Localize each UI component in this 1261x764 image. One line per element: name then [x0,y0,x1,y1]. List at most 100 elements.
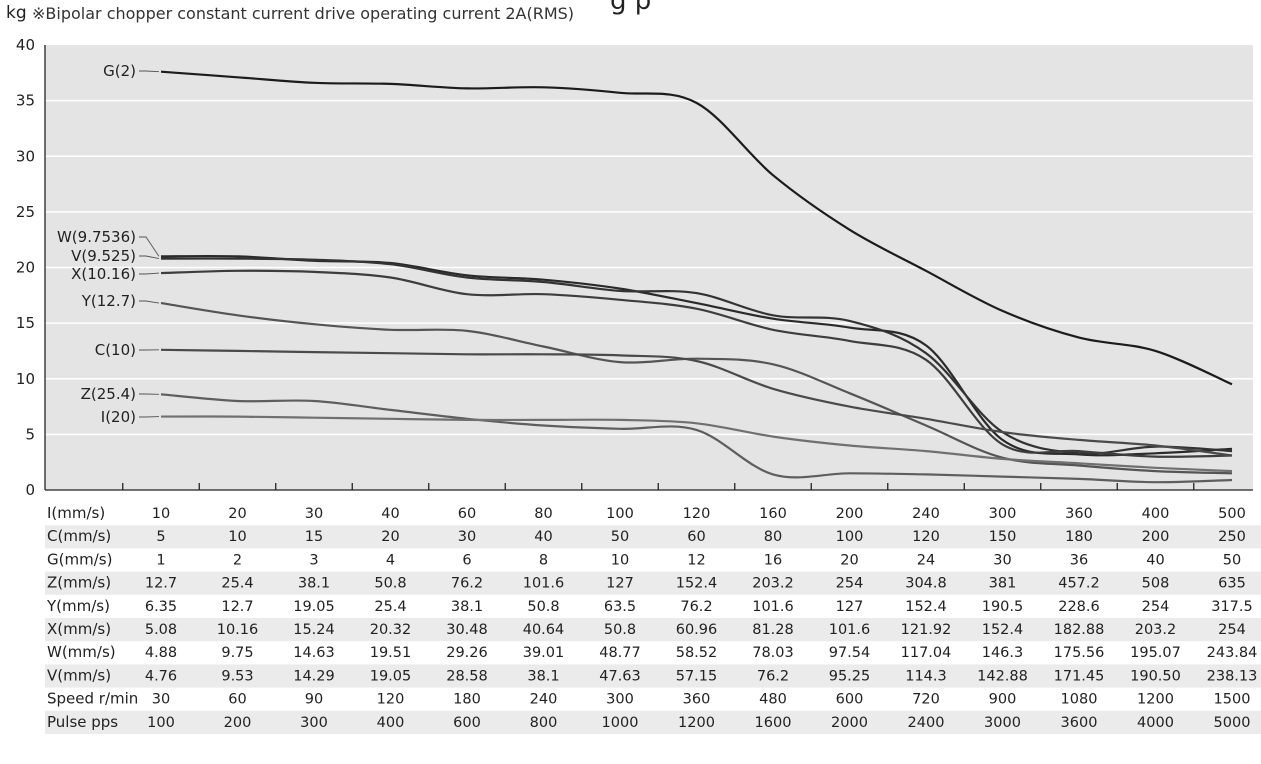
table-cell-y-mm-s-3: 25.4 [374,599,406,615]
chart-subtitle: ※Bipolar chopper constant current drive … [32,4,575,23]
table-cell-c-mm-s-14: 250 [1218,529,1246,545]
table-cell-y-mm-s-8: 101.6 [752,599,794,615]
table-cell-c-mm-s-11: 150 [989,529,1017,545]
table-cell-speed-r-min-9: 600 [836,692,864,708]
leader-line-w-9-7536 [139,236,160,257]
table-cell-pulse-pps-0: 100 [147,715,175,731]
table-cell-y-mm-s-11: 190.5 [982,599,1024,615]
table-cell-pulse-pps-6: 1000 [602,715,639,731]
series-label-z-25-4: Z(25.4) [81,385,136,403]
leader-line-y-12-7 [139,300,160,304]
table-cell-g-mm-s-13: 40 [1146,552,1164,568]
table-cell-i-mm-s-14: 500 [1218,506,1246,522]
table-cell-y-mm-s-13: 254 [1142,599,1170,615]
table-row-label-i-mm-s: I(mm/s) [47,504,105,522]
table-row-label-pulse-pps: Pulse pps [47,713,118,731]
table-cell-z-mm-s-8: 203.2 [752,576,794,592]
table-cell-g-mm-s-11: 30 [993,552,1011,568]
table-cell-g-mm-s-6: 10 [611,552,629,568]
table-cell-g-mm-s-14: 50 [1223,552,1241,568]
table-cell-i-mm-s-6: 100 [606,506,634,522]
table-cell-y-mm-s-9: 127 [836,599,864,615]
table-cell-x-mm-s-8: 81.28 [752,622,794,638]
table-row-shade-x-mm-s [45,618,1261,642]
table-cell-i-mm-s-5: 80 [534,506,552,522]
table-cell-x-mm-s-2: 15.24 [293,622,335,638]
series-line-v-9-525 [160,257,1233,455]
table-cell-v-mm-s-10: 114.3 [905,668,947,684]
table-cell-y-mm-s-2: 19.05 [293,599,335,615]
table-cell-g-mm-s-7: 12 [687,552,705,568]
table-cell-speed-r-min-3: 120 [377,692,405,708]
table-cell-w-mm-s-5: 39.01 [523,645,565,661]
series-line-c-10 [160,348,1233,457]
series-lines [160,70,1233,484]
table-row-label-speed-r-min: Speed r/min [47,690,138,708]
table-cell-w-mm-s-2: 14.63 [293,645,335,661]
y-tick-label-10: 10 [16,370,35,388]
table-cell-w-mm-s-13: 195.07 [1130,645,1181,661]
table-cell-z-mm-s-13: 508 [1142,576,1170,592]
series-line-z-25-4 [160,393,1233,484]
y-tick-label-25: 25 [16,203,35,221]
series-label-w-9-7536: W(9.7536) [57,228,136,246]
table-cell-pulse-pps-1: 200 [224,715,252,731]
series-label-i-20: I(20) [101,408,136,426]
table-cell-v-mm-s-2: 14.29 [293,668,335,684]
table-cell-z-mm-s-11: 381 [989,576,1017,592]
table-cell-x-mm-s-13: 203.2 [1135,622,1177,638]
table-cell-v-mm-s-14: 238.13 [1207,668,1258,684]
table-cell-pulse-pps-4: 600 [453,715,481,731]
table-cell-z-mm-s-0: 12.7 [145,576,177,592]
table-cell-i-mm-s-13: 400 [1142,506,1170,522]
table-cell-i-mm-s-12: 360 [1065,506,1093,522]
table-row-label-g-mm-s: G(mm/s) [47,550,112,568]
table-cell-c-mm-s-6: 50 [611,529,629,545]
table-cell-x-mm-s-10: 121.92 [901,622,952,638]
leader-line-v-9-525 [139,255,160,260]
y-tick-label-15: 15 [16,314,35,332]
series-label-c-10: C(10) [95,341,136,359]
table-cell-z-mm-s-6: 127 [606,576,634,592]
table-cell-pulse-pps-2: 300 [300,715,328,731]
table-cell-x-mm-s-12: 182.88 [1054,622,1105,638]
table-cell-z-mm-s-10: 304.8 [905,576,947,592]
table-cell-speed-r-min-7: 360 [683,692,711,708]
table-cell-g-mm-s-9: 20 [840,552,858,568]
table-cell-v-mm-s-6: 47.63 [599,668,641,684]
table-cell-speed-r-min-5: 240 [530,692,558,708]
table-cell-g-mm-s-8: 16 [764,552,782,568]
table-cell-pulse-pps-3: 400 [377,715,405,731]
y-axis: 0 5 10 15 20 25 30 35 40 [16,36,1253,499]
table-cell-speed-r-min-4: 180 [453,692,481,708]
series-labels: G(2) W(9.7536)V(9.525)X(10.16) Y(12.7) C(10… [57,62,160,426]
y-tick-label-40: 40 [16,36,35,54]
table-cell-w-mm-s-9: 97.54 [829,645,871,661]
table-cell-v-mm-s-13: 190.50 [1130,668,1181,684]
table-row-label-c-mm-s: C(mm/s) [47,527,111,545]
table-cell-y-mm-s-12: 228.6 [1058,599,1100,615]
table-cell-c-mm-s-4: 30 [458,529,476,545]
table-cell-x-mm-s-6: 50.8 [604,622,636,638]
table-cell-pulse-pps-10: 2400 [908,715,945,731]
series-line-y-12-7 [160,302,1233,475]
table-cell-c-mm-s-0: 5 [156,529,165,545]
table-cell-z-mm-s-12: 457.2 [1058,576,1100,592]
table-cell-speed-r-min-13: 1200 [1137,692,1174,708]
table-cell-c-mm-s-13: 200 [1142,529,1170,545]
table-cell-c-mm-s-7: 60 [687,529,705,545]
table-cell-z-mm-s-7: 152.4 [676,576,718,592]
table-cell-v-mm-s-9: 95.25 [829,668,871,684]
table-cell-g-mm-s-4: 6 [462,552,471,568]
table-cell-x-mm-s-3: 20.32 [370,622,412,638]
plot-area [45,45,1253,490]
y-tick-label-0: 0 [25,481,35,499]
table-cell-y-mm-s-4: 38.1 [451,599,483,615]
data-table: I(mm/s) 10 20 30 40 60 80 100 120 160 200 240 300 360… [45,504,1261,734]
table-cell-w-mm-s-8: 78.03 [752,645,794,661]
table-cell-w-mm-s-0: 4.88 [145,645,177,661]
table-cell-y-mm-s-10: 152.4 [905,599,947,615]
table-cell-g-mm-s-3: 4 [386,552,395,568]
table-cell-c-mm-s-2: 15 [305,529,323,545]
